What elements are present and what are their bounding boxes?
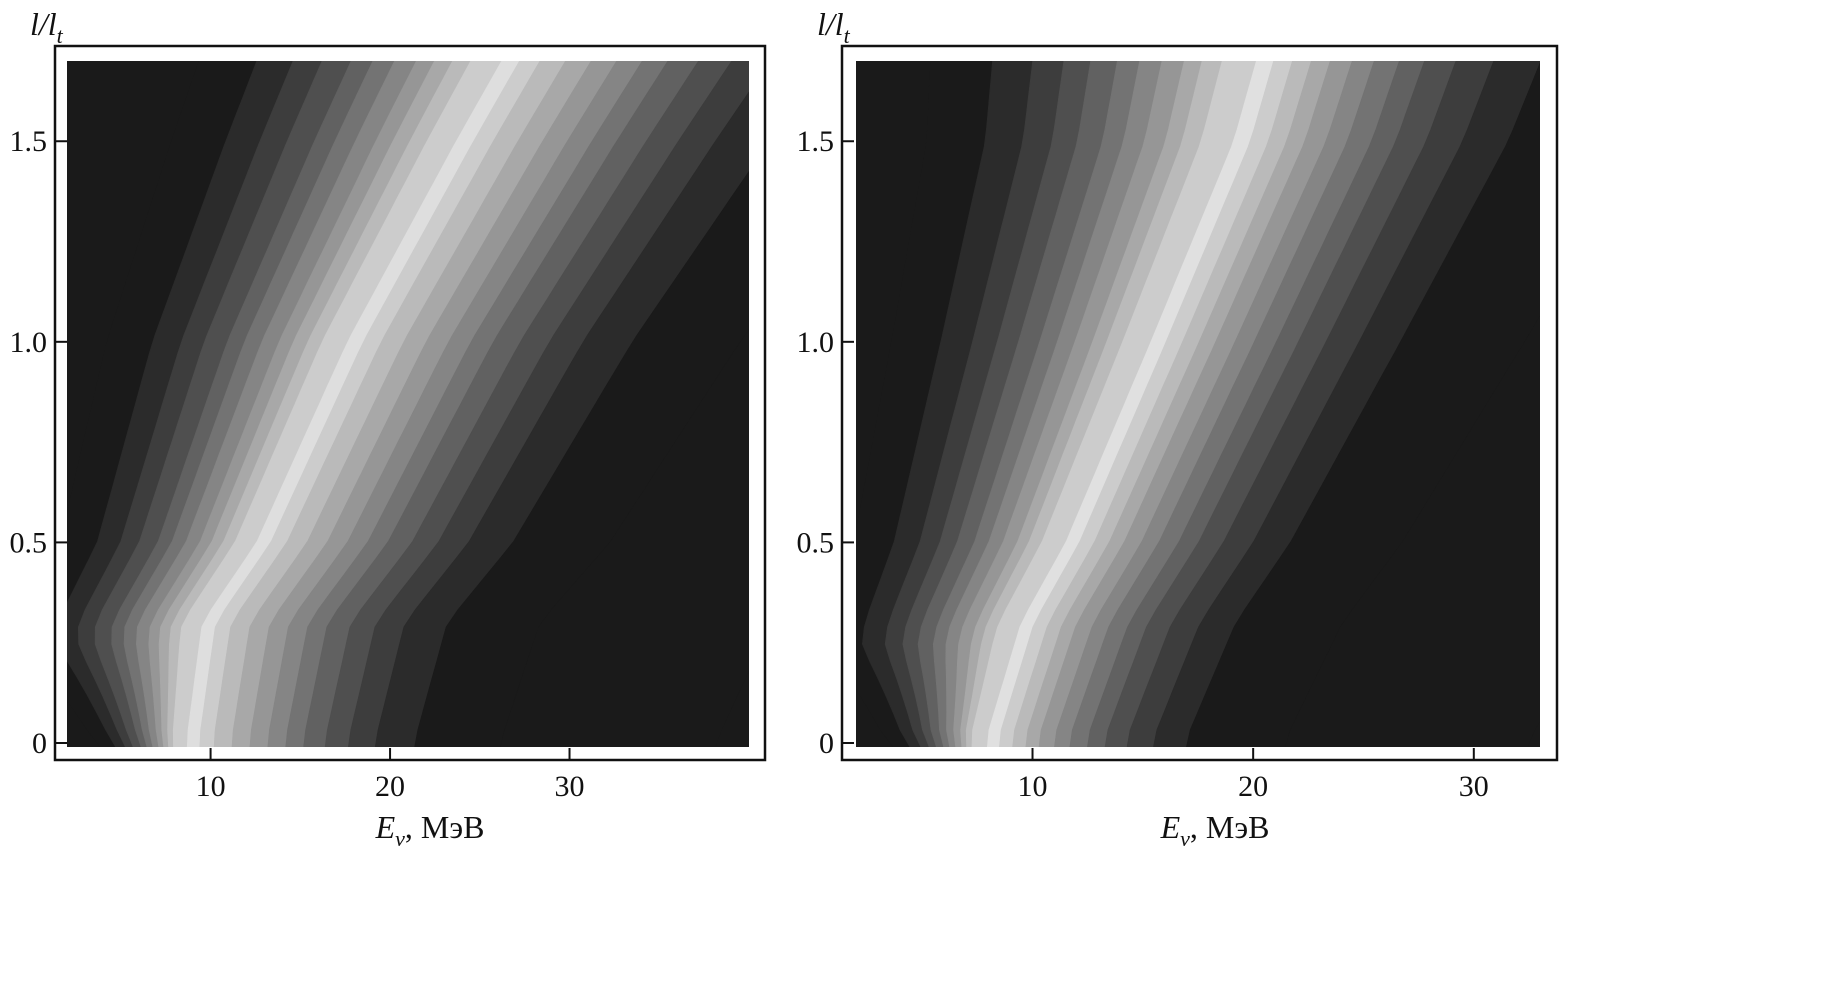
y-tick-label: 1.5	[797, 125, 835, 158]
y-axis-label: l/lt	[30, 6, 64, 48]
x-axis-label: Eν, МэВ	[1160, 809, 1270, 851]
x-tick-label: 10	[196, 770, 226, 803]
x-axis-label: Eν, МэВ	[375, 809, 485, 851]
right-contour-panel: 10 20 30 0 0.5 1.0 1.5 l/lt Eν, МэВ	[797, 6, 1559, 851]
x-tick-label: 20	[375, 770, 405, 803]
x-tick-label: 30	[1459, 770, 1489, 803]
x-tick-label: 10	[1018, 770, 1048, 803]
y-tick-label: 0.5	[797, 526, 835, 559]
x-tick-label: 20	[1238, 770, 1268, 803]
y-tick-label: 1.0	[797, 326, 835, 359]
y-tick-label: 0	[819, 727, 834, 760]
x-tick-label: 30	[555, 770, 585, 803]
y-tick-label: 0.5	[10, 526, 48, 559]
left-contour-panel: 10 20 30 0 0.5 1.0 1.5 l/lt Eν, МэВ	[10, 6, 767, 851]
contour-bands	[67, 61, 749, 747]
axis-ticks: 10 20 30 0 0.5 1.0 1.5	[10, 125, 585, 803]
y-axis-label: l/lt	[817, 6, 851, 48]
y-tick-label: 1.5	[10, 125, 48, 158]
contour-bands	[856, 61, 1540, 747]
y-tick-label: 1.0	[10, 326, 48, 359]
contour-band	[1285, 315, 1540, 747]
y-tick-label: 0	[32, 727, 47, 760]
axis-ticks: 10 20 30 0 0.5 1.0 1.5	[797, 125, 1489, 803]
contour-band	[500, 329, 749, 747]
